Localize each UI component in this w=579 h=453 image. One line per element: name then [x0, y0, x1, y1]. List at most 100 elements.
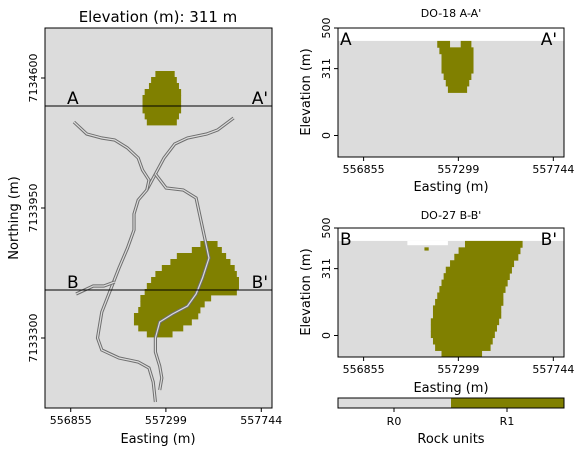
- map-y-axis-label: Northing (m): [7, 176, 22, 259]
- section-b-left-label: B: [340, 230, 352, 250]
- map-ore-cell: [138, 307, 201, 314]
- section-b-y-tick-label: 500: [320, 218, 333, 239]
- map-x-tick-label: 557744: [240, 414, 282, 427]
- section-a-y-tick-label: 0: [320, 132, 333, 139]
- legend-label-r1: R1: [500, 415, 515, 428]
- section-b-y-ticks: 0 311 500: [320, 218, 338, 339]
- section-a-y-tick-label: 311: [320, 58, 333, 79]
- map-ore-cell: [146, 283, 239, 290]
- section-b-x-axis-label: Easting (m): [413, 381, 488, 396]
- map-y-tick-label: 7133300: [27, 314, 40, 363]
- map-title: Elevation (m): 311 m: [79, 8, 238, 26]
- section-a-y-tick-label: 500: [320, 18, 333, 39]
- legend-frame: [337, 397, 565, 409]
- legend-swatch-r0: [338, 398, 451, 408]
- section-a-x-axis-label: Easting (m): [413, 180, 488, 195]
- section-a-y-ticks: 0 311 500: [320, 18, 338, 139]
- section-a-ore-cell: [441, 53, 474, 61]
- section-b-x-tick-label: 556855: [343, 363, 385, 376]
- section-a-ore-cell: [447, 86, 468, 93]
- section-b-ore-cell: [424, 247, 429, 251]
- map-ore-cell: [176, 253, 227, 260]
- map-ore-cell: [133, 319, 192, 326]
- section-b-ore-cell: [458, 247, 521, 255]
- map-ore-cell: [146, 331, 173, 338]
- map-ore-cell: [200, 241, 218, 248]
- section-a-y-axis-label: Elevation (m): [299, 48, 314, 135]
- section-b-ore-cell: [435, 298, 504, 306]
- section-a-ore-cell: [460, 40, 472, 48]
- map-ore-cell: [161, 265, 235, 272]
- map-ore-cell: [144, 289, 237, 296]
- map-ore-cell: [155, 271, 237, 278]
- section-b-ore-cell: [435, 344, 491, 351]
- map-y-tick-label: 7133950: [27, 184, 40, 233]
- section-b-ore-cell: [445, 266, 512, 274]
- section-b-body: [338, 228, 564, 357]
- map-x-axis-label: Easting (m): [120, 432, 195, 447]
- section-a-x-ticks: 556855 557299 557744: [343, 157, 574, 176]
- plan-map: Elevation (m): 311 m A A' B B' 556855 557299…: [7, 8, 282, 447]
- map-frame: [44, 27, 273, 409]
- section-a-ore-cell: [441, 66, 474, 74]
- section-a-right-label: A': [541, 30, 557, 50]
- section-b-title: DO-27 B-B': [421, 209, 482, 222]
- legend-label-r0: R0: [387, 415, 402, 428]
- section-b: DO-27 B-B' B B' 556855 557299 557744 0 311 5…: [299, 209, 574, 396]
- map-ore-cell: [146, 119, 177, 126]
- section-a-ore-cell: [441, 60, 474, 68]
- section-b-ore-cell: [441, 350, 483, 357]
- section-b-y-tick-label: 311: [320, 258, 333, 279]
- rock-unit-legend: R0 R1 Rock units: [337, 397, 565, 447]
- map-ore-cell: [140, 295, 212, 302]
- map-ore-cell: [144, 89, 182, 96]
- map-ore-cell: [155, 71, 175, 78]
- section-a-ore-cell: [445, 79, 470, 87]
- map-ore-cell: [170, 259, 231, 266]
- section-b-ore-cell: [439, 286, 506, 293]
- section-a-x-tick-label: 557299: [437, 163, 479, 176]
- map-ore-cell: [148, 83, 179, 90]
- map-y-tick-label: 7134600: [27, 54, 40, 103]
- section-a-left-label: A: [340, 30, 352, 50]
- section-a-ore-cell: [443, 73, 472, 80]
- section-b-ore-cell: [464, 240, 523, 248]
- map-x-ticks: 556855 557299 557744: [50, 408, 282, 427]
- section-line-right-label: B': [252, 273, 268, 293]
- section-a-ore-cell: [437, 40, 451, 48]
- map-ore-cell: [142, 95, 182, 102]
- map-ore-cell: [142, 101, 182, 108]
- map-x-tick-label: 556855: [50, 414, 92, 427]
- section-b-ore-cell: [454, 253, 519, 261]
- section-a: DO-18 A-A' A A' 556855 557299 557744 0 311 5…: [299, 7, 574, 195]
- section-a-body: [338, 28, 564, 157]
- section-b-y-tick-label: 0: [320, 332, 333, 339]
- map-y-ticks: 7133300 7133950 7134600: [27, 54, 45, 363]
- section-b-x-ticks: 556855 557299 557744: [343, 357, 574, 376]
- section-b-right-label: B': [541, 230, 557, 250]
- section-b-frame: [337, 227, 565, 358]
- section-b-ore-cell: [432, 305, 502, 313]
- map-x-tick-label: 557299: [145, 414, 187, 427]
- map-ore-cell: [138, 325, 184, 332]
- section-b-y-axis-label: Elevation (m): [299, 248, 314, 335]
- section-line-left-label: A: [67, 89, 79, 109]
- stream-line: [154, 173, 210, 391]
- legend-swatch-r1: [451, 398, 564, 408]
- section-b-ore-cell: [437, 292, 504, 300]
- section-b-x-tick-label: 557299: [437, 363, 479, 376]
- section-b-ore-cell: [441, 279, 508, 287]
- section-b-ore-cell: [432, 337, 493, 345]
- legend-title: Rock units: [417, 432, 484, 447]
- section-b-ore-cell: [432, 311, 502, 319]
- section-line-right-label: A': [252, 89, 268, 109]
- map-ore-cell: [142, 107, 182, 114]
- map-ore-cell: [151, 77, 177, 84]
- section-b-surface-notch: [407, 240, 448, 246]
- section-b-ore-cell: [443, 273, 510, 280]
- section-b-x-tick-label: 557744: [532, 363, 574, 376]
- section-a-ore-cell: [439, 47, 474, 55]
- section-a-x-tick-label: 557744: [532, 163, 574, 176]
- section-b-ore-cell: [430, 318, 500, 326]
- section-b-ore-cell: [430, 324, 497, 332]
